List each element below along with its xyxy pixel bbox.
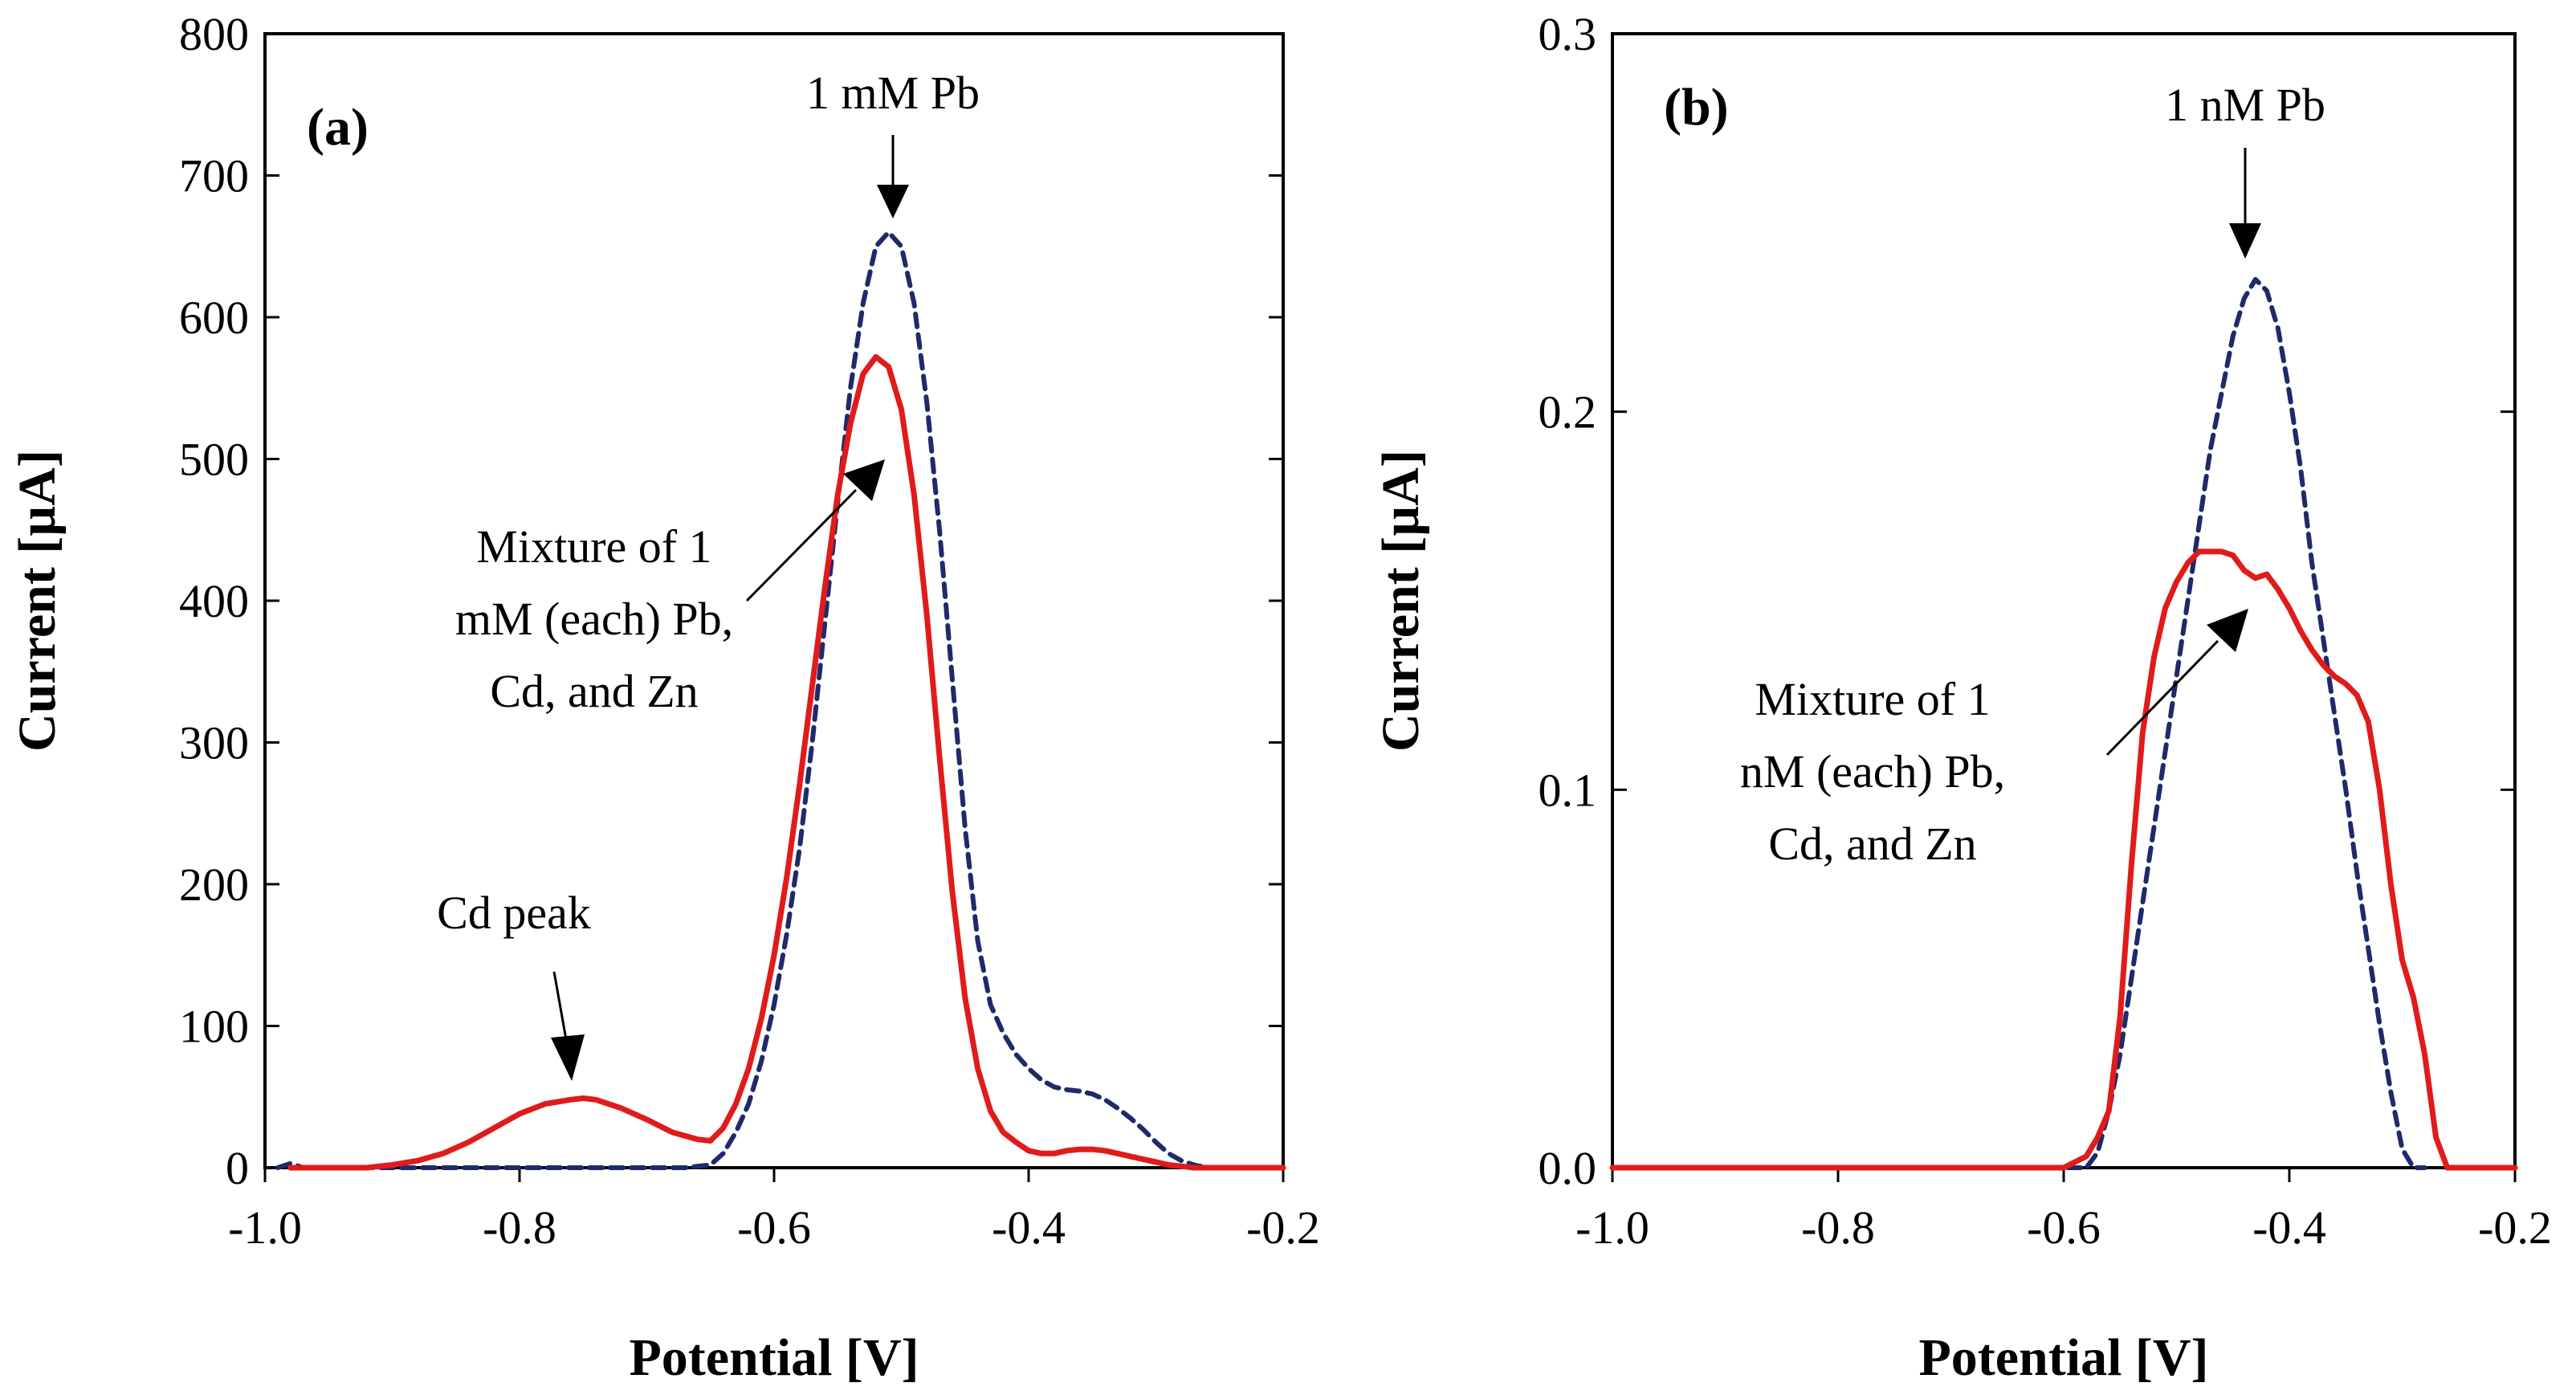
annotation-pb-label: 1 mM Pb — [806, 67, 980, 119]
x-axis-b: -1.0 -0.8 -0.6 -0.4 -0.2 — [1575, 1168, 2552, 1254]
y-tick-label: 100 — [179, 1001, 249, 1053]
arrow-nmixture-head — [2207, 609, 2248, 652]
annotation-npb-label: 1 nM Pb — [2165, 79, 2325, 131]
x-tick-label: -0.8 — [483, 1201, 556, 1254]
panel-label-a: (a) — [307, 98, 369, 157]
y-tick-label: 0.3 — [1539, 8, 1597, 60]
arrow-cd-line — [552, 971, 569, 1045]
y-axis-title-b: Current [µA] — [1372, 450, 1430, 752]
y-tick-label: 0.1 — [1539, 764, 1597, 816]
series-line-dashed — [1836, 276, 2427, 1170]
y-tick-label: 0.2 — [1539, 386, 1597, 438]
plot-frame-b — [1611, 32, 2517, 1169]
y-tick-label: 200 — [179, 859, 249, 911]
y-tick-label: 600 — [179, 292, 249, 344]
y-tick-label: 400 — [179, 575, 249, 627]
annotation-mixture-line1: Mixture of 1 — [476, 520, 711, 573]
chart-panel-b: 0.0 0.1 0.2 0.3 -1.0 -0.8 -0.6 -0.4 -0.2 (b) Po… — [1372, 8, 2552, 1387]
panel-label-b: (b) — [1664, 78, 1729, 137]
y-axis-title-a: Current [µA] — [8, 450, 67, 752]
x-axis-title-b: Potential [V] — [1918, 1328, 2208, 1387]
x-tick-label: -0.8 — [1801, 1201, 1875, 1254]
y-tick-label: 0 — [226, 1142, 249, 1194]
y-axis-b: 0.0 0.1 0.2 0.3 — [1539, 8, 2515, 1194]
x-axis-title-a: Potential [V] — [629, 1328, 919, 1387]
arrow-npb-head — [2229, 223, 2261, 259]
series-line-solid — [287, 353, 1286, 1171]
series-line-dashed — [275, 230, 1235, 1170]
annotation-mixture-line3: Cd, and Zn — [490, 665, 698, 717]
annotation-mixture-line2: mM (each) Pb, — [455, 593, 733, 645]
y-axis-a: 0 100 200 300 400 500 600 700 800 — [179, 8, 1283, 1194]
x-tick-label: -0.6 — [737, 1201, 811, 1254]
y-tick-label: 700 — [179, 150, 249, 202]
annotation-nmixture-line2: nM (each) Pb, — [1740, 745, 2005, 797]
x-axis-a: -1.0 -0.8 -0.6 -0.4 -0.2 — [228, 1168, 1320, 1254]
annotation-nmixture-line3: Cd, and Zn — [1768, 818, 1976, 870]
x-tick-label: -1.0 — [1575, 1201, 1649, 1254]
y-tick-label: 500 — [179, 434, 249, 486]
x-tick-label: -0.4 — [992, 1201, 1066, 1254]
x-tick-label: -0.2 — [1246, 1201, 1320, 1254]
annotation-nmixture-line1: Mixture of 1 — [1755, 673, 1990, 725]
annotation-cd-peak: Cd peak — [437, 887, 591, 939]
x-tick-label: -0.6 — [2027, 1201, 2101, 1254]
y-tick-label: 0.0 — [1539, 1142, 1597, 1194]
series-lines-a — [275, 230, 1286, 1171]
x-tick-label: -0.4 — [2252, 1201, 2326, 1254]
y-tick-label: 800 — [179, 8, 249, 60]
series-lines-b — [1609, 276, 2518, 1171]
arrow-mixture-line — [745, 488, 858, 602]
chart-panel-a: 0 100 200 300 400 500 600 700 800 -1.0 -0.8 -0.6 -0… — [8, 8, 1320, 1387]
series-line-solid — [1609, 549, 2518, 1171]
x-tick-label: -0.2 — [2478, 1201, 2552, 1254]
x-tick-label: -1.0 — [228, 1201, 302, 1254]
arrow-mixture-head — [843, 459, 885, 501]
arrow-cd-head — [551, 1034, 585, 1081]
y-tick-label: 300 — [179, 717, 249, 769]
arrow-nmixture-line — [2105, 639, 2219, 757]
arrow-pb-head — [877, 185, 909, 218]
